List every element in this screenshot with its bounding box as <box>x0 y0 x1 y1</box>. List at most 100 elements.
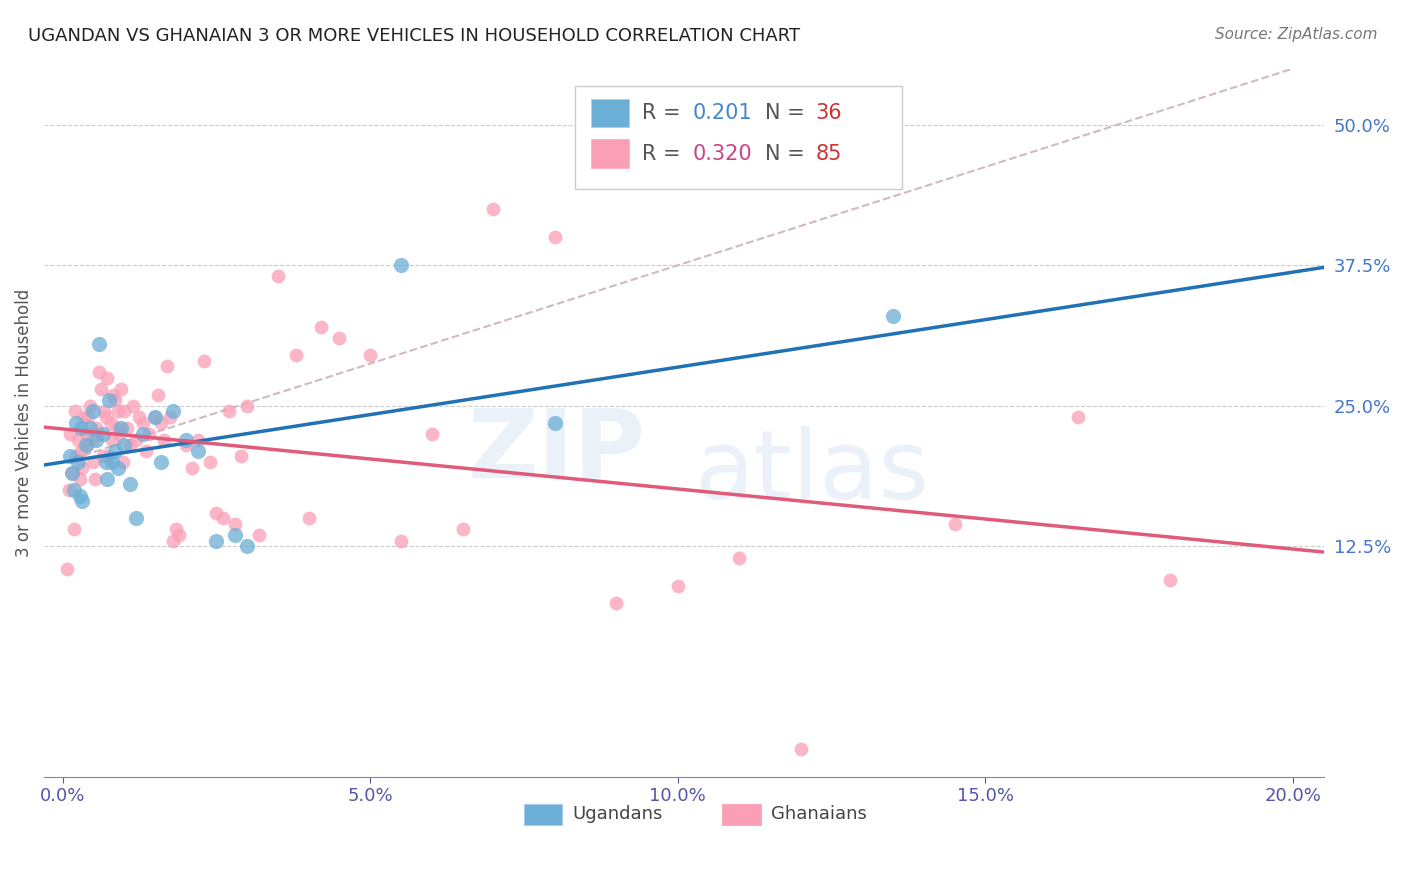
Text: 85: 85 <box>815 144 842 163</box>
Point <box>544 416 567 430</box>
Point <box>66 433 89 447</box>
Point <box>267 269 290 284</box>
Bar <box>723 804 761 825</box>
Point <box>72 494 94 508</box>
Text: UGANDAN VS GHANAIAN 3 OR MORE VEHICLES IN HOUSEHOLD CORRELATION CHART: UGANDAN VS GHANAIAN 3 OR MORE VEHICLES I… <box>28 27 800 45</box>
Point <box>82 455 104 469</box>
Point <box>165 523 187 537</box>
Point <box>205 533 228 548</box>
Point <box>82 433 104 447</box>
Point <box>110 382 132 396</box>
Point <box>943 516 966 531</box>
Point <box>62 523 84 537</box>
Point <box>75 438 97 452</box>
Point <box>66 455 89 469</box>
Point <box>56 562 79 576</box>
Point <box>666 579 689 593</box>
Point <box>112 438 135 452</box>
Point <box>138 426 160 441</box>
Text: Ugandans: Ugandans <box>572 805 664 823</box>
Point <box>544 230 567 244</box>
Point <box>89 365 111 379</box>
Point <box>96 472 118 486</box>
Point <box>107 460 129 475</box>
Point <box>193 354 215 368</box>
Point <box>111 455 134 469</box>
Text: 36: 36 <box>815 103 842 123</box>
Text: 0.320: 0.320 <box>693 144 752 163</box>
Point <box>236 539 259 553</box>
Point <box>89 337 111 351</box>
Point <box>180 460 202 475</box>
Point <box>187 433 209 447</box>
Point <box>187 443 209 458</box>
Point <box>60 467 83 481</box>
Point <box>482 202 505 216</box>
Point <box>389 258 412 272</box>
Bar <box>591 139 628 168</box>
Text: R =: R = <box>641 144 688 163</box>
Text: N =: N = <box>765 144 811 163</box>
Point <box>389 533 412 548</box>
Point <box>200 455 222 469</box>
Point <box>122 399 145 413</box>
Point <box>83 472 105 486</box>
Point <box>96 370 118 384</box>
Point <box>159 410 181 425</box>
Point <box>309 320 332 334</box>
Point <box>110 421 132 435</box>
Point <box>115 421 138 435</box>
Point <box>62 483 84 497</box>
Point <box>97 450 120 464</box>
Point <box>205 506 228 520</box>
Point <box>298 511 321 525</box>
Point <box>59 450 82 464</box>
Point <box>82 404 104 418</box>
Point <box>101 387 124 401</box>
Point <box>218 404 240 418</box>
Point <box>97 393 120 408</box>
Point <box>100 416 122 430</box>
Point <box>101 433 124 447</box>
Point <box>285 348 308 362</box>
Point <box>451 523 474 537</box>
Point <box>86 433 108 447</box>
Point <box>90 382 112 396</box>
Point <box>162 533 184 548</box>
Text: N =: N = <box>765 103 811 123</box>
Point <box>1159 573 1181 587</box>
Point <box>156 359 179 374</box>
Point <box>328 331 350 345</box>
Point <box>120 477 142 491</box>
Point <box>63 404 86 418</box>
Point <box>79 421 101 435</box>
Point <box>69 489 91 503</box>
Point <box>104 393 127 408</box>
Point <box>87 426 110 441</box>
Bar <box>575 87 901 189</box>
Text: Ghanaians: Ghanaians <box>770 805 868 823</box>
Point <box>108 426 131 441</box>
Point <box>143 410 166 425</box>
Point <box>59 426 82 441</box>
Point <box>150 416 173 430</box>
Point <box>76 438 98 452</box>
Point <box>162 404 184 418</box>
Point <box>79 399 101 413</box>
Text: ZIP: ZIP <box>468 404 645 498</box>
Point <box>94 410 117 425</box>
Point <box>131 426 153 441</box>
Point <box>107 404 129 418</box>
Point <box>72 460 94 475</box>
Point <box>728 550 751 565</box>
Point <box>65 450 87 464</box>
Y-axis label: 3 or more Vehicles in Household: 3 or more Vehicles in Household <box>15 288 32 557</box>
Bar <box>524 804 562 825</box>
Point <box>91 450 114 464</box>
Point <box>131 416 153 430</box>
Point <box>77 410 100 425</box>
Point <box>790 741 813 756</box>
Point <box>112 404 135 418</box>
Point <box>70 443 93 458</box>
Point <box>249 528 271 542</box>
